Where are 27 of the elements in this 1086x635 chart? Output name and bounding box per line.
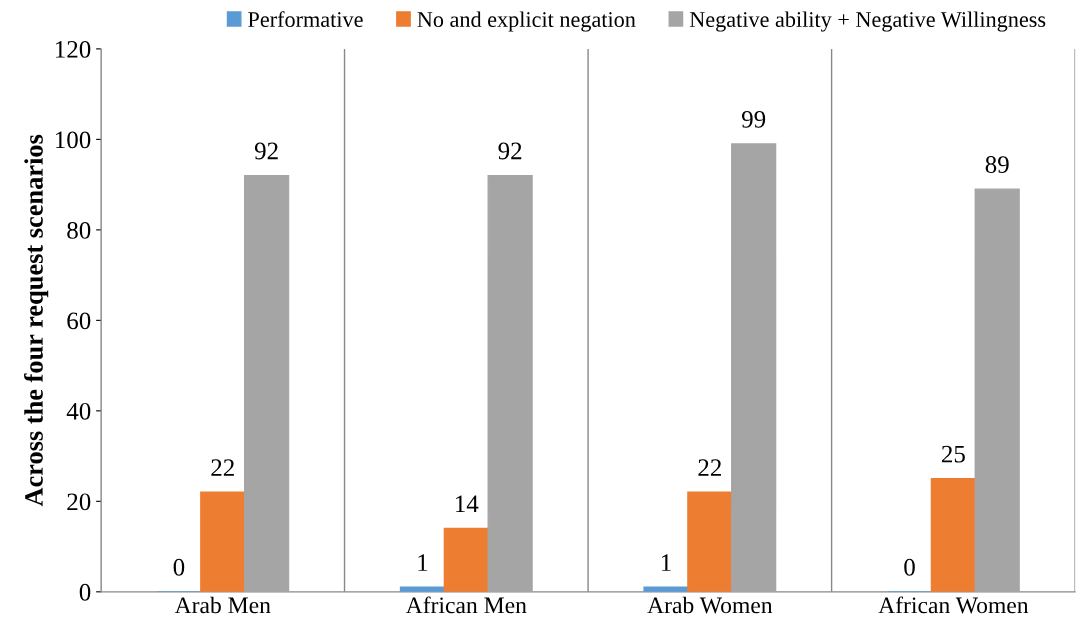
y-tick-label: 20 [67, 493, 91, 511]
data-label: 22 [211, 459, 234, 476]
data-label: 22 [698, 459, 721, 476]
data-label: 92 [254, 142, 278, 160]
data-label: 14 [456, 495, 479, 513]
legend-label: No and explicit negation [417, 11, 636, 32]
x-tick-label: Arab Men [174, 596, 271, 614]
y-tick-label: 100 [55, 131, 91, 149]
data-label: 99 [741, 110, 766, 128]
legend-label: Performative [248, 11, 363, 28]
data-label: 0 [173, 558, 185, 576]
y-tick-label: 120 [55, 40, 91, 58]
y-tick-label: 0 [79, 583, 91, 601]
y-tick-label: 60 [67, 312, 91, 330]
y-axis-title: Across the four request scenarios [24, 134, 49, 507]
data-label: 92 [498, 142, 522, 160]
data-label: 1 [418, 554, 428, 571]
data-label: 1 [661, 554, 671, 571]
data-label: 89 [985, 156, 1009, 173]
data-label: 25 [941, 445, 965, 463]
data-label: 0 [904, 558, 915, 576]
legend-label: Negative ability + Negative Willingness [689, 11, 1046, 32]
y-tick-label: 40 [66, 402, 91, 420]
x-tick-label: Arab Women [647, 596, 773, 614]
x-tick-label: African Women [878, 596, 1029, 614]
x-tick-label: African Men [405, 596, 527, 614]
y-tick-label: 80 [67, 221, 91, 239]
